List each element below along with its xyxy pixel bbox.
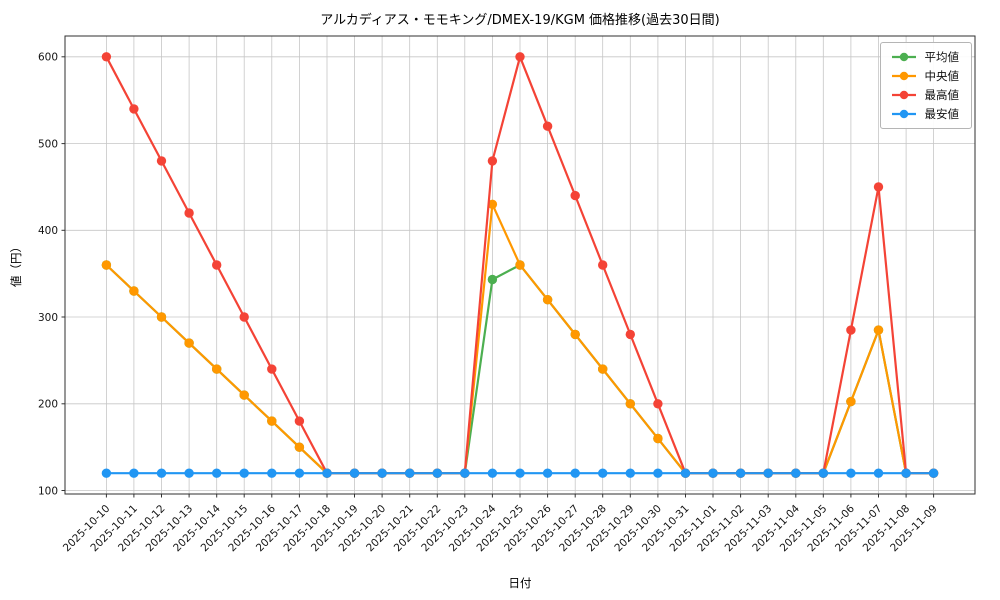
series-marker-min bbox=[763, 468, 773, 478]
y-tick-label: 100 bbox=[38, 485, 58, 497]
y-tick-label: 500 bbox=[38, 138, 58, 150]
series-marker-min bbox=[101, 468, 112, 478]
series-marker-min bbox=[846, 468, 856, 478]
series-marker-median bbox=[653, 433, 663, 444]
legend-item-max: 最高値 bbox=[890, 87, 960, 103]
series-marker-min bbox=[239, 468, 249, 478]
series-marker-max bbox=[625, 329, 635, 340]
series-marker-min bbox=[570, 468, 580, 478]
legend-swatch-median bbox=[891, 71, 916, 81]
legend-swatch-min bbox=[891, 109, 916, 119]
series-marker-min bbox=[598, 468, 608, 478]
series-marker-min bbox=[542, 468, 553, 478]
legend-label-median: 中央値 bbox=[924, 69, 960, 83]
y-tick-label: 200 bbox=[38, 399, 58, 411]
series-marker-max bbox=[267, 364, 277, 374]
series-marker-max bbox=[129, 104, 139, 114]
legend-item-median: 中央値 bbox=[890, 68, 960, 84]
series-marker-max bbox=[294, 416, 305, 426]
series-marker-max bbox=[873, 182, 884, 192]
series-marker-min bbox=[322, 468, 332, 478]
plot-border bbox=[64, 35, 976, 495]
series-marker-median bbox=[239, 390, 249, 400]
x-axis-label: 日付 bbox=[509, 576, 532, 590]
series-marker-max bbox=[212, 260, 222, 270]
series-marker-min bbox=[708, 468, 718, 478]
series-marker-median bbox=[267, 416, 277, 426]
series-marker-average bbox=[487, 274, 498, 285]
chart-title: アルカディアス・モモキング/DMEX-19/KGM 価格推移(過去30日間) bbox=[320, 12, 720, 28]
series-marker-median bbox=[542, 295, 553, 305]
series-marker-min bbox=[487, 468, 498, 478]
legend-swatch-max bbox=[891, 90, 916, 100]
series-marker-min bbox=[267, 468, 277, 478]
series-marker-median bbox=[487, 199, 498, 209]
series-marker-median bbox=[212, 364, 222, 374]
y-tick-label: 600 bbox=[38, 52, 58, 64]
series-marker-median bbox=[873, 325, 884, 335]
series-marker-max bbox=[653, 399, 663, 409]
series-marker-min bbox=[156, 468, 167, 478]
series-marker-min bbox=[294, 468, 305, 478]
legend-label-min: 最安値 bbox=[924, 107, 960, 121]
series-marker-median bbox=[570, 329, 580, 340]
y-tick-label: 300 bbox=[38, 312, 58, 324]
series-marker-max bbox=[156, 156, 167, 166]
series-marker-min bbox=[212, 468, 222, 478]
series-marker-median bbox=[598, 364, 608, 374]
series-marker-min bbox=[735, 468, 746, 478]
series-marker-min bbox=[818, 468, 828, 478]
series-marker-min bbox=[873, 468, 884, 478]
legend: 平均値中央値最高値最安値 bbox=[879, 42, 972, 129]
series-marker-max bbox=[184, 208, 194, 218]
series-marker-max bbox=[598, 260, 608, 270]
series-marker-min bbox=[460, 468, 470, 478]
series-marker-median bbox=[846, 396, 856, 407]
series-marker-max bbox=[239, 312, 249, 322]
series-marker-min bbox=[653, 468, 663, 478]
series-marker-min bbox=[901, 468, 911, 478]
series-marker-min bbox=[184, 468, 194, 478]
series-marker-median bbox=[515, 260, 525, 270]
series-marker-max bbox=[487, 156, 498, 166]
series-marker-max bbox=[570, 190, 580, 201]
series-marker-min bbox=[791, 468, 801, 478]
chart-layers: 2025-10-102025-10-112025-10-122025-10-13… bbox=[38, 35, 976, 554]
series-marker-min bbox=[680, 468, 691, 478]
legend-label-max: 最高値 bbox=[924, 88, 960, 102]
legend-label-average: 平均値 bbox=[924, 50, 960, 64]
series-marker-min bbox=[928, 468, 939, 478]
series-marker-min bbox=[129, 468, 139, 478]
series-marker-min bbox=[515, 468, 525, 478]
series-marker-median bbox=[625, 399, 635, 409]
series-marker-max bbox=[515, 52, 525, 62]
series-marker-max bbox=[101, 52, 112, 62]
series-marker-min bbox=[405, 468, 415, 478]
series-marker-min bbox=[432, 468, 442, 478]
legend-item-min: 最安値 bbox=[890, 106, 960, 122]
series-marker-median bbox=[294, 442, 305, 452]
legend-swatch-average bbox=[891, 52, 916, 62]
series-marker-median bbox=[156, 312, 167, 322]
y-axis-label: 値（円） bbox=[9, 241, 23, 287]
y-tick-label: 400 bbox=[38, 225, 58, 237]
series-marker-min bbox=[377, 468, 387, 478]
series-marker-min bbox=[349, 468, 360, 478]
series-marker-median bbox=[129, 286, 139, 296]
legend-item-average: 平均値 bbox=[890, 49, 960, 65]
series-marker-median bbox=[184, 338, 194, 348]
series-marker-min bbox=[625, 468, 635, 478]
series-marker-median bbox=[101, 260, 112, 270]
series-marker-max bbox=[542, 121, 553, 131]
series-marker-max bbox=[846, 325, 856, 335]
